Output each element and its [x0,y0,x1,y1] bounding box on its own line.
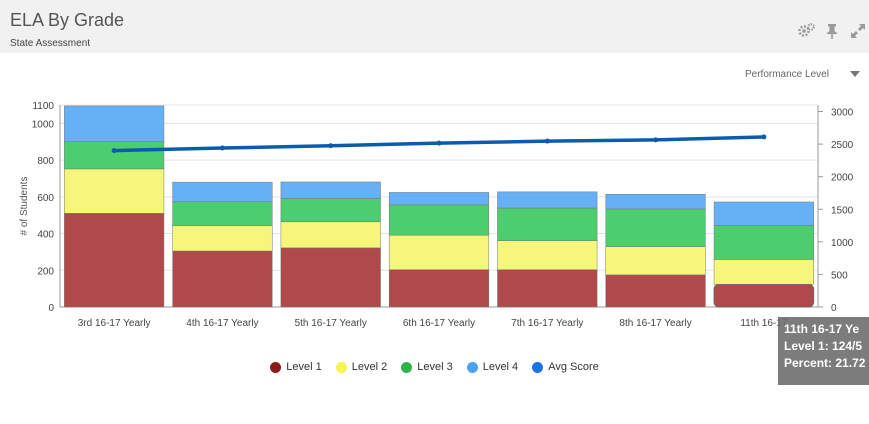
y-tick-label: 1100 [32,101,54,112]
x-tick-label: 4th 16-17 Yearly [186,318,258,329]
bar-segment-level-1[interactable] [172,250,273,308]
bar-segment-level-3[interactable] [713,225,814,260]
bar-segment-level-4[interactable] [280,181,381,199]
bar-segment-level-2[interactable] [713,259,814,285]
legend-item[interactable]: Level 4 [466,361,519,373]
y-tick-label: 800 [37,156,54,167]
y-tick-label: 0 [48,303,54,314]
legend-label: Level 4 [482,361,519,373]
bar-segment-level-1[interactable] [64,213,165,308]
y2-tick-label: 1500 [831,205,854,216]
bar-segment-level-3[interactable] [388,204,490,236]
avg-score-point[interactable] [761,134,767,140]
stacked-bar-chart: # of Students 0 200 400 600 800 1000 1100 0 500 1… [19,101,854,329]
legend-item[interactable]: Level 1 [270,361,322,373]
bar-segment-level-3[interactable] [172,201,273,226]
bar-segment-level-1[interactable] [713,283,815,308]
bar-segment-level-4[interactable] [713,201,814,226]
y2-tick-label: 500 [831,270,848,281]
bar-segment-level-4[interactable] [388,192,490,206]
legend-dot-icon [532,361,544,373]
bar-segment-level-3[interactable] [497,207,598,241]
y2-tick-label: 3000 [831,108,854,119]
legend-label: Level 1 [286,361,322,373]
legend-item[interactable]: Avg Score [532,361,599,373]
bar-segment-level-2[interactable] [497,240,598,270]
bar-segment-level-2[interactable] [605,246,706,276]
bar-segment-level-1[interactable] [388,269,490,308]
avg-score-point[interactable] [544,138,550,144]
y2-tick-label: 1000 [831,238,854,249]
page-title: ELA By Grade [10,10,125,30]
legend-dot-icon [270,361,282,373]
x-tick-label: 8th 16-17 Yearly [619,318,691,329]
pin-icon[interactable] [823,22,841,40]
legend-item[interactable]: Level 3 [401,361,453,373]
x-tick-label: 7th 16-17 Yearly [511,318,583,329]
y-tick-label: 1000 [32,119,55,130]
tooltip-line-2: Level 1: 124/5 [784,339,863,353]
bar-segment-level-2[interactable] [64,168,165,214]
chart-tooltip: 11th 16-17 Ye Level 1: 124/5 Percent: 21… [778,317,869,385]
legend-label: Avg Score [548,361,599,373]
bar-segment-level-3[interactable] [64,141,165,170]
y-axis-label: # of Students [19,177,30,236]
y-tick-label: 200 [37,266,54,277]
page-subtitle: State Assessment [10,38,91,49]
avg-score-point[interactable] [328,143,334,149]
avg-score-point[interactable] [219,145,225,151]
bar-segment-level-2[interactable] [388,234,490,270]
y2-tick-label: 2000 [831,173,854,184]
bar-segment-level-1[interactable] [280,247,381,308]
chart-legend: Level 1 Level 2 Level 3 Level 4 Avg Score [0,361,869,373]
legend-label: Level 3 [417,361,453,373]
y-tick-label: 600 [37,193,54,204]
bar-segment-level-2[interactable] [172,225,273,252]
avg-score-point[interactable] [111,148,117,154]
legend-item[interactable]: Level 2 [335,361,388,373]
bar-segment-level-3[interactable] [605,208,706,247]
legend-dot-icon [466,361,478,373]
bar-segment-level-4[interactable] [64,105,165,142]
dropdown-caret-icon[interactable] [850,71,860,77]
gears-icon[interactable] [797,22,815,40]
y-tick-label: 400 [37,230,54,241]
avg-score-point[interactable] [436,140,442,146]
widget-header: ELA By Grade State Assessment [0,0,869,53]
bar-segment-level-3[interactable] [280,198,381,223]
legend-label: Level 2 [351,361,388,373]
bar-segment-level-1[interactable] [605,274,706,308]
x-tick-label: 6th 16-17 Yearly [403,318,475,329]
avg-score-point[interactable] [653,137,659,143]
bar-segment-level-4[interactable] [172,181,273,203]
tooltip-line-3: Percent: 21.72 [784,356,866,370]
tooltip-line-1: 11th 16-17 Ye [784,322,860,336]
legend-dot-icon [401,361,413,373]
x-tick-label: 5th 16-17 Yearly [295,318,367,329]
legend-dot-icon [335,361,347,373]
performance-level-dropdown[interactable]: Performance Level [745,69,829,80]
y2-tick-label: 2500 [831,140,854,151]
y2-tick-label: 0 [831,303,837,314]
bar-segment-level-1[interactable] [497,269,598,308]
x-tick-label: 3rd 16-17 Yearly [78,318,151,329]
bar-segment-level-4[interactable] [605,193,706,210]
bar-segment-level-4[interactable] [497,191,598,209]
x-tick-label: 11th 16-17 [740,318,788,329]
bar-segment-level-2[interactable] [280,221,381,249]
expand-icon[interactable] [849,22,867,40]
